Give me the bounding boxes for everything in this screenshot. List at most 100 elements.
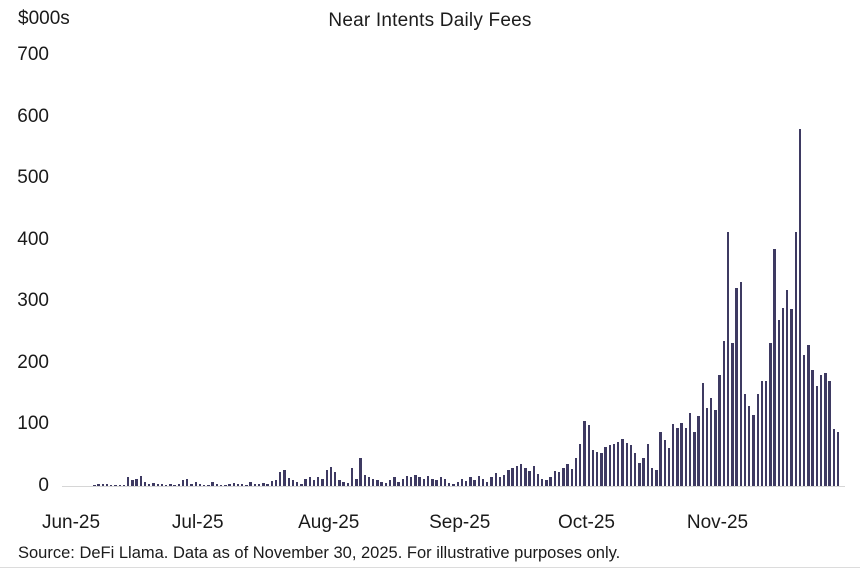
bar bbox=[528, 470, 531, 486]
bar bbox=[342, 481, 345, 486]
bar bbox=[608, 444, 612, 486]
bar bbox=[97, 484, 100, 486]
bar bbox=[198, 483, 202, 486]
bar bbox=[600, 452, 603, 486]
bar bbox=[553, 470, 557, 486]
bar bbox=[549, 476, 552, 486]
bar bbox=[557, 472, 561, 486]
bar bbox=[574, 458, 578, 486]
bar bbox=[807, 345, 810, 486]
bar bbox=[752, 415, 755, 486]
bar bbox=[562, 467, 565, 486]
bar bbox=[110, 484, 113, 486]
bar bbox=[828, 381, 831, 486]
bar bbox=[697, 416, 700, 486]
bar bbox=[722, 341, 726, 486]
bar bbox=[524, 467, 527, 486]
bar bbox=[219, 484, 223, 486]
bar bbox=[194, 482, 197, 486]
bar bbox=[422, 479, 426, 486]
bar bbox=[279, 472, 282, 486]
bar bbox=[405, 476, 409, 486]
bar bbox=[452, 484, 455, 486]
bar bbox=[735, 288, 738, 486]
bar bbox=[126, 477, 130, 486]
bar bbox=[380, 481, 383, 486]
y-axis-tick-label: 200 bbox=[17, 351, 49, 373]
bar bbox=[464, 481, 468, 486]
bar bbox=[498, 476, 502, 486]
bar bbox=[317, 476, 320, 486]
bar bbox=[262, 482, 265, 486]
bar bbox=[270, 481, 273, 486]
bar bbox=[93, 485, 96, 486]
bar bbox=[283, 470, 286, 486]
bar bbox=[688, 413, 692, 486]
bar bbox=[215, 483, 219, 486]
bar bbox=[718, 375, 721, 486]
bar bbox=[633, 453, 637, 486]
bar bbox=[118, 485, 121, 486]
bar bbox=[507, 470, 510, 486]
y-axis-tick-label: 0 bbox=[38, 475, 49, 496]
bar bbox=[743, 393, 747, 486]
bar bbox=[655, 470, 658, 486]
bar bbox=[245, 484, 248, 486]
x-axis-tick-label: Nov-25 bbox=[686, 512, 749, 533]
bar bbox=[659, 432, 662, 486]
bar bbox=[186, 479, 189, 486]
bar bbox=[803, 354, 806, 486]
bar bbox=[570, 468, 573, 486]
bar bbox=[781, 308, 785, 486]
bar bbox=[308, 477, 312, 486]
bar bbox=[211, 482, 214, 486]
bar bbox=[388, 479, 392, 486]
bar bbox=[418, 477, 421, 486]
bar bbox=[329, 466, 333, 486]
bar bbox=[350, 468, 354, 486]
bar bbox=[131, 480, 134, 486]
bottom-divider bbox=[0, 567, 860, 568]
bar bbox=[469, 477, 472, 486]
bar bbox=[650, 468, 654, 486]
bar bbox=[494, 473, 497, 486]
x-axis-tick-label: Sep-25 bbox=[429, 512, 491, 533]
bar bbox=[177, 484, 181, 486]
bar bbox=[595, 451, 599, 486]
bar bbox=[443, 479, 447, 486]
source-note: Source: DeFi Llama. Data as of November … bbox=[18, 544, 621, 562]
bar bbox=[143, 482, 147, 486]
bar bbox=[739, 281, 742, 486]
bar bbox=[435, 480, 438, 486]
bar bbox=[338, 479, 341, 486]
bar bbox=[384, 482, 388, 486]
bar bbox=[519, 464, 523, 486]
bar bbox=[173, 484, 176, 486]
bar bbox=[152, 482, 155, 486]
bar bbox=[287, 478, 290, 486]
chart-title: Near Intents Daily Fees bbox=[328, 10, 532, 31]
bar bbox=[676, 428, 679, 486]
bar bbox=[541, 478, 544, 486]
x-axis-tick-label: Aug-25 bbox=[298, 512, 360, 533]
bar bbox=[169, 484, 172, 486]
y-axis-tick-label: 600 bbox=[17, 105, 49, 127]
bar bbox=[363, 474, 366, 486]
bar bbox=[714, 409, 717, 486]
bar bbox=[625, 442, 628, 486]
bar bbox=[490, 476, 493, 486]
bar bbox=[300, 484, 303, 486]
bar bbox=[359, 458, 362, 486]
bar bbox=[114, 485, 117, 486]
y-axis-tick-label: 500 bbox=[17, 167, 49, 189]
bar bbox=[456, 481, 459, 486]
bar bbox=[448, 482, 451, 486]
bar bbox=[794, 231, 797, 486]
bar bbox=[253, 483, 257, 486]
bar bbox=[181, 480, 185, 486]
bar bbox=[764, 380, 768, 486]
bar bbox=[304, 479, 307, 486]
bar bbox=[790, 309, 793, 486]
bar bbox=[515, 465, 519, 486]
y-axis-tick-label: 100 bbox=[17, 413, 49, 435]
